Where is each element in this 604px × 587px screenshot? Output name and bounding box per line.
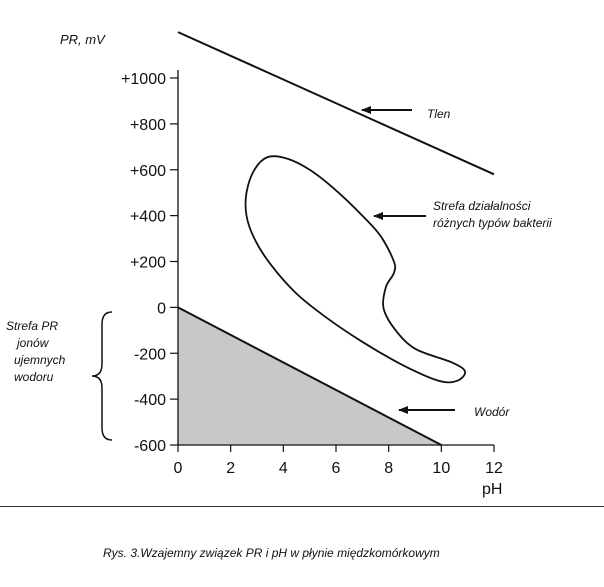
oxygen-line	[177, 31, 495, 176]
y-tick-label: +1000	[121, 71, 166, 88]
bacteria-annotation: Strefa działalności różnych typów bakter…	[373, 199, 552, 230]
y-tick-label: 0	[157, 300, 166, 317]
oxygen-label: Tlen	[427, 107, 451, 121]
bacteria-label-line-2: różnych typów bakterii	[433, 216, 552, 230]
x-tick-label: 4	[279, 460, 288, 477]
hydrogen-zone	[177, 306, 442, 446]
hydrogen-line	[177, 306, 442, 446]
series	[177, 31, 495, 176]
y-tick-label: -200	[134, 346, 166, 363]
oxygen-annotation: Tlen	[361, 106, 451, 121]
bacteria-region	[244, 155, 466, 384]
y-tick-label: -400	[134, 392, 166, 409]
negative-zone-line-4: wodoru	[14, 370, 54, 384]
y-tick-label: -600	[134, 438, 166, 455]
x-tick-label: 8	[384, 460, 393, 477]
negative-zone-line-3: ujemnych	[14, 353, 66, 367]
hydrogen-annotation: Wodór	[398, 405, 510, 419]
y-axis-label: PR, mV	[60, 32, 106, 47]
brace-icon	[91, 311, 113, 441]
hydrogen-label: Wodór	[474, 405, 510, 419]
negative-zone-line-1: Strefa PR	[6, 319, 58, 333]
x-tick-label: 0	[174, 460, 183, 477]
negative-zone-annotation: Strefa PR jonów ujemnych wodoru	[6, 311, 113, 441]
x-tick-label: 10	[432, 460, 450, 477]
caption-divider	[0, 506, 604, 507]
figure-caption: Rys. 3.Wzajemny związek PR i pH w płynie…	[103, 546, 440, 560]
y-tick-label: +400	[130, 209, 166, 226]
bacteria-region-outline	[244, 155, 466, 384]
y-tick-label: +600	[130, 163, 166, 180]
x-tick-label: 2	[226, 460, 235, 477]
x-ticks: 0 2 4 6 8 10 12	[174, 445, 503, 477]
y-ticks: +1000 +800 +600 +400 +200 0 -200 -400 -600	[121, 71, 178, 455]
y-tick-label: +800	[130, 117, 166, 134]
x-tick-label: 12	[485, 460, 503, 477]
x-tick-label: 6	[332, 460, 341, 477]
bacteria-label-line-1: Strefa działalności	[433, 199, 531, 213]
x-axis-label: pH	[482, 481, 502, 498]
y-tick-label: +200	[130, 255, 166, 272]
negative-zone-line-2: jonów	[15, 336, 50, 350]
